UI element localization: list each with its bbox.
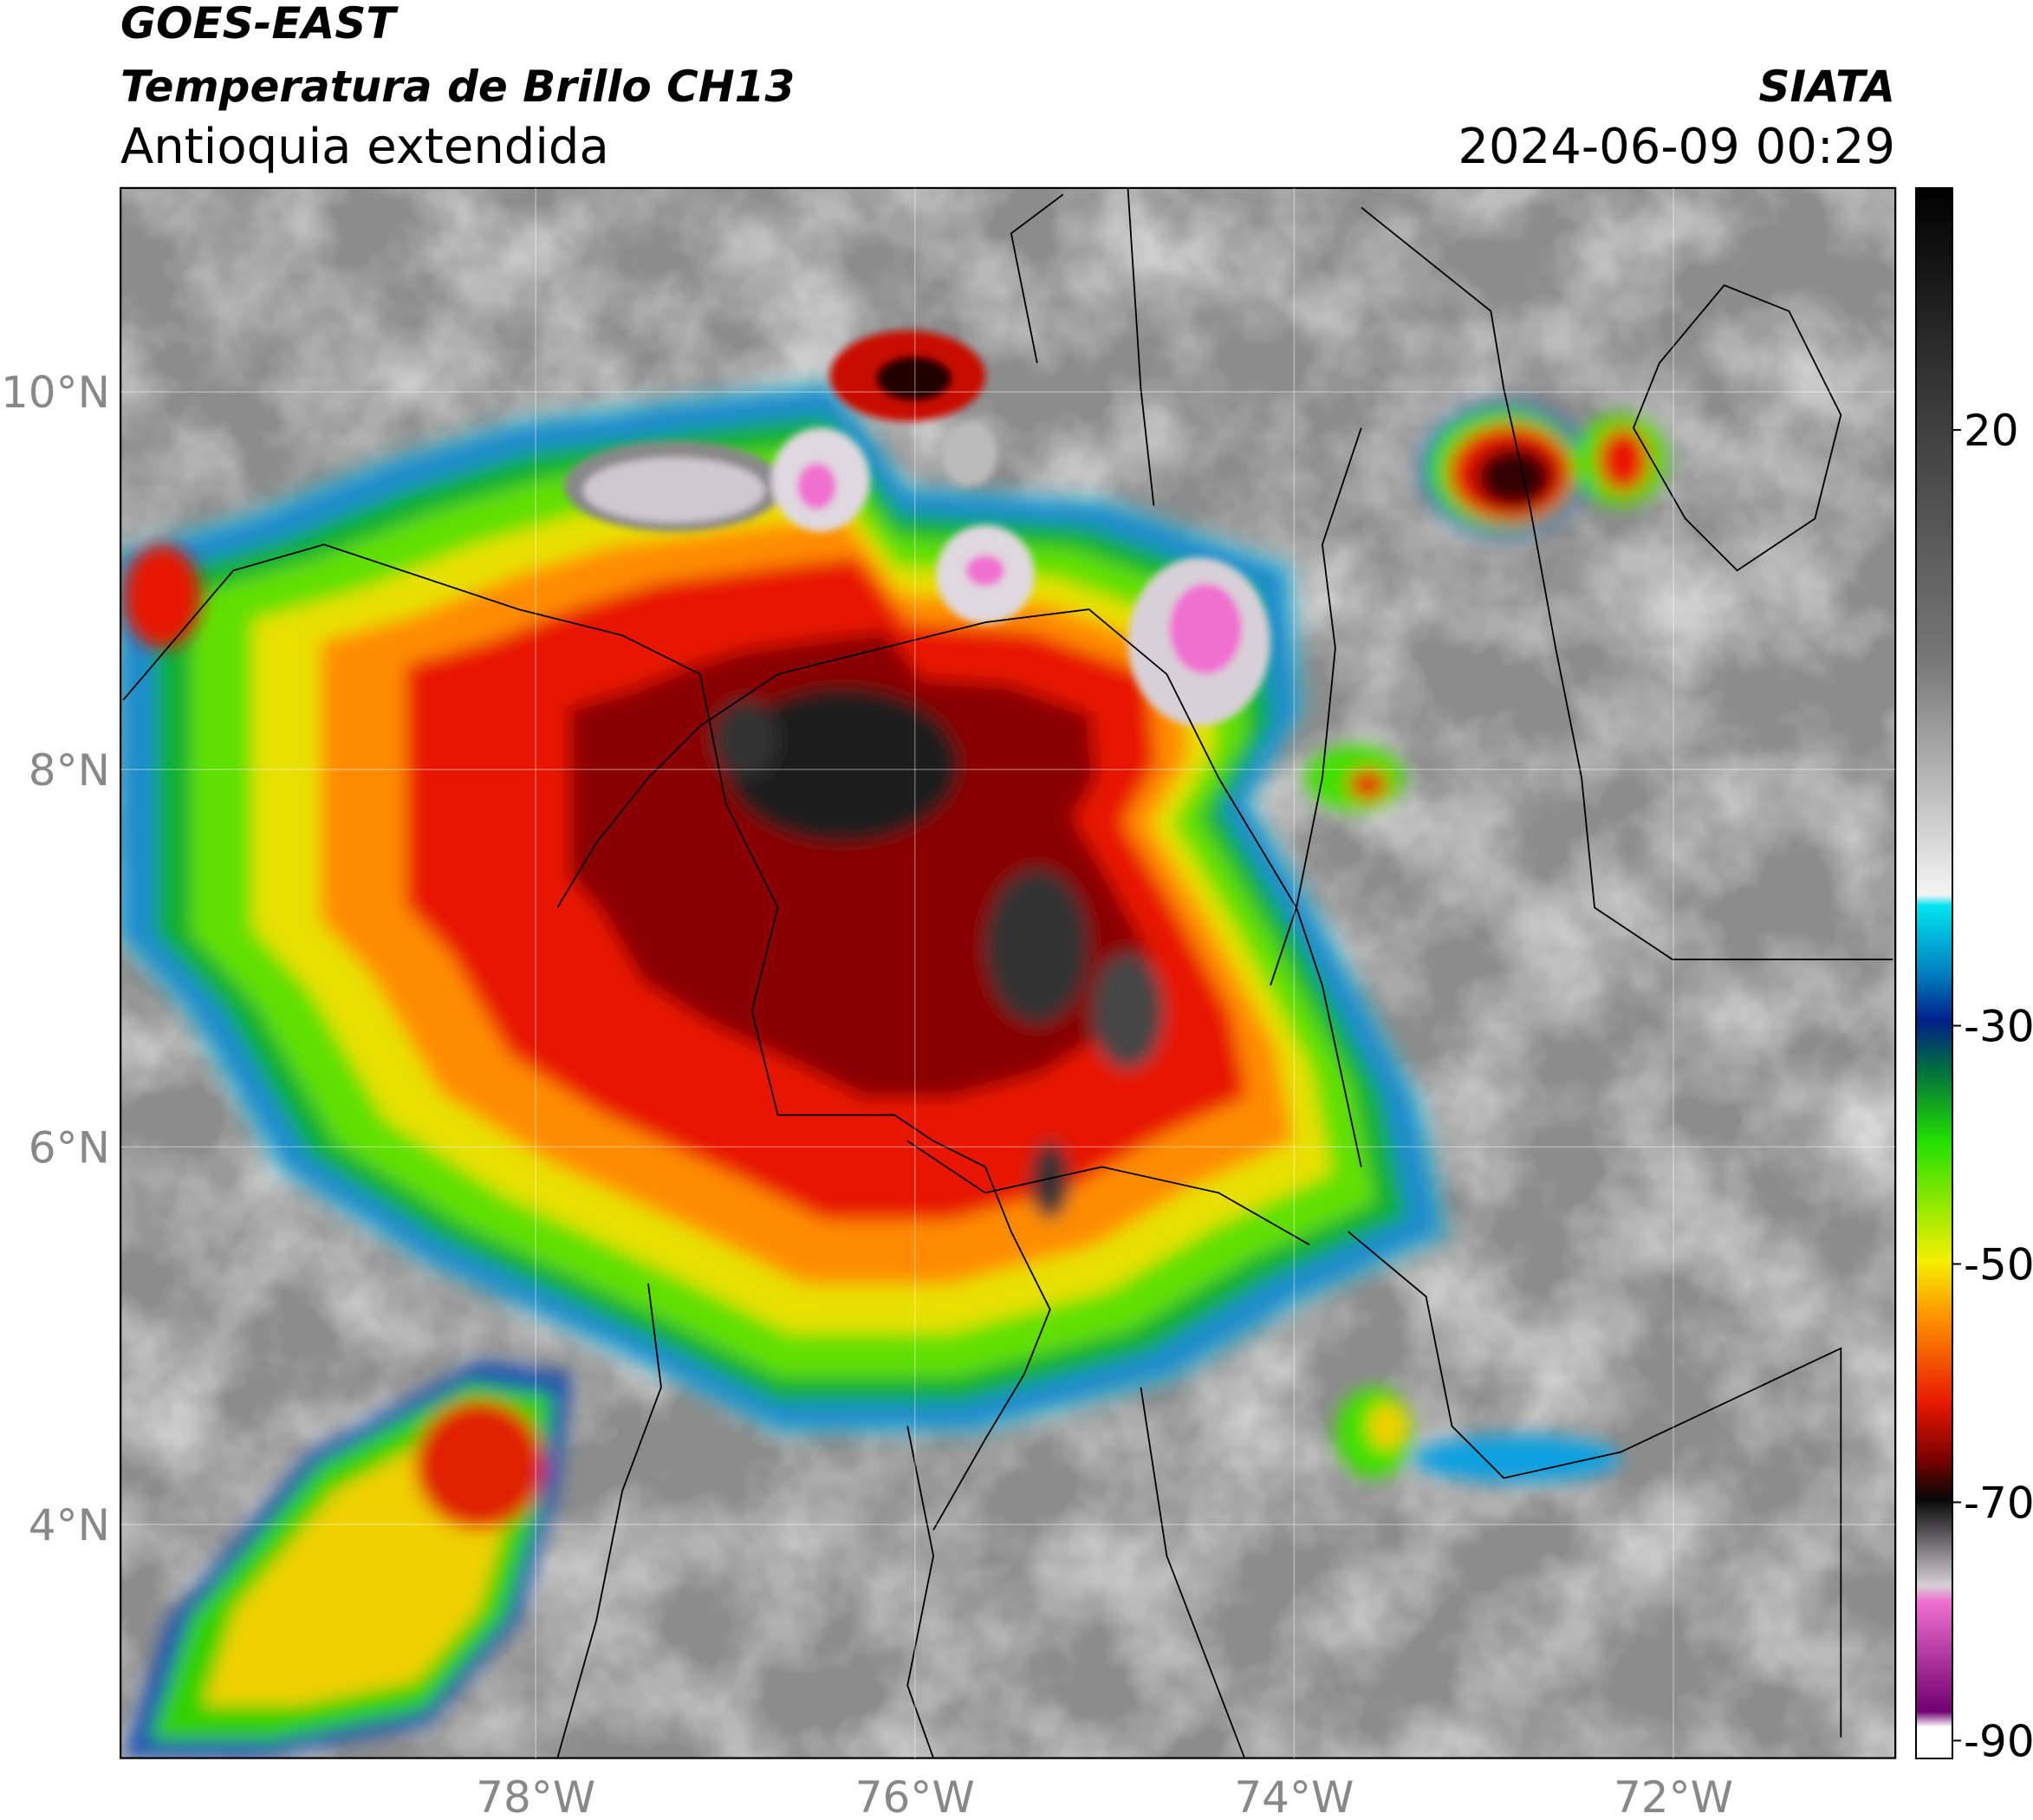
- datetime: 2024-06-09 00:29: [1458, 119, 1895, 175]
- subtitle: Antioquia extendida: [120, 119, 609, 175]
- lat-tick-label: 6°N: [29, 1122, 110, 1173]
- colorbar-tick-label: 20: [1964, 406, 2019, 456]
- lon-tick-label: 74°W: [1234, 1772, 1354, 1820]
- title-line: GOES-EAST: [120, 0, 399, 49]
- title-line: Temperatura de Brillo CH13: [120, 62, 795, 112]
- lat-tick-label: 8°N: [29, 745, 110, 796]
- colorbar: [1915, 187, 1953, 1759]
- lon-tick-label: 72°W: [1614, 1772, 1733, 1820]
- source: SIATA: [1759, 62, 1895, 112]
- colorbar-tick-label: -90: [1964, 1716, 2033, 1766]
- graticule: [120, 188, 1895, 1758]
- storm-southwest: [123, 1361, 571, 1758]
- storm-main: [120, 378, 1452, 1436]
- colorbar-tick-label: -50: [1964, 1239, 2033, 1290]
- colorbar-tick-label: -70: [1964, 1478, 2033, 1528]
- map-frame: [120, 186, 1897, 1759]
- lat-tick-label: 10°N: [1, 367, 110, 418]
- lon-tick-label: 76°W: [855, 1772, 975, 1820]
- borders: [122, 187, 1893, 1758]
- colorbar-tick-label: -30: [1964, 1001, 2033, 1051]
- lon-tick-label: 78°W: [476, 1772, 595, 1820]
- storm-cores: [563, 330, 1271, 726]
- lat-tick-label: 4°N: [29, 1500, 110, 1550]
- storm-northeast: [123, 401, 1666, 1482]
- map: [120, 186, 1897, 1759]
